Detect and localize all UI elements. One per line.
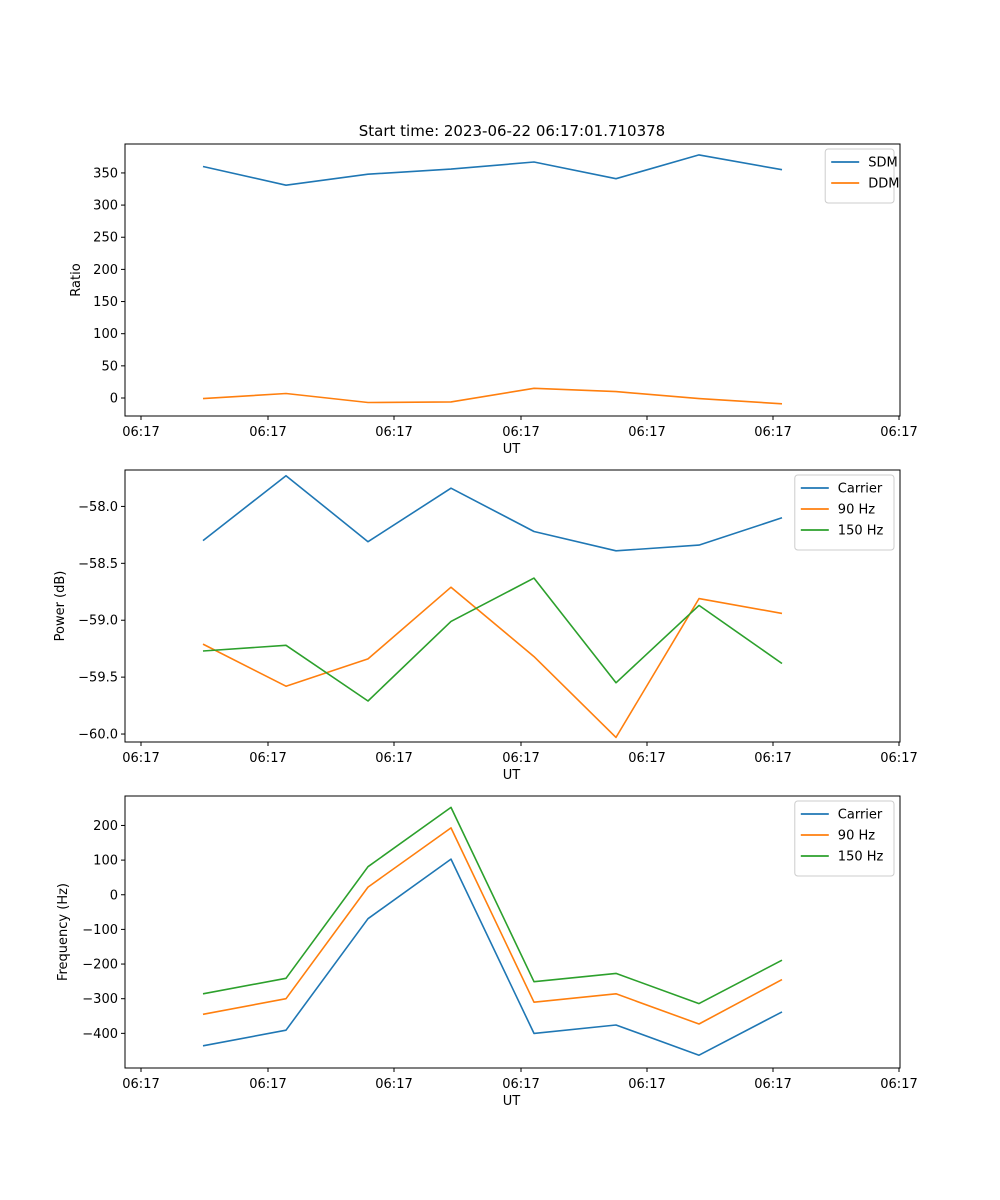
x-tick-label: 06:17 — [754, 751, 791, 766]
y-axis-label: Power (dB) — [53, 571, 68, 642]
series-line-sdm — [202, 154, 783, 186]
legend-label: 150 Hz — [838, 850, 884, 865]
y-tick-label: 0 — [110, 391, 118, 406]
legend: SDM DDM — [824, 148, 899, 204]
y-tick-label: −58.5 — [78, 557, 118, 572]
legend-label: 90 Hz — [838, 829, 875, 844]
series-line-90-hz — [202, 586, 783, 739]
x-tick-label: 06:17 — [880, 425, 917, 440]
x-tick-label: 06:17 — [754, 1077, 791, 1092]
x-tick-label: 06:17 — [880, 751, 917, 766]
series-line-150-hz — [202, 806, 783, 1005]
y-tick-label: 50 — [101, 359, 118, 374]
x-tick-label: 06:17 — [375, 1077, 412, 1092]
legend-label: 90 Hz — [838, 503, 875, 518]
subplot-2: −60.0 −59.5 −59.0 −58.5 −58.0 06:17 06:17 06:17… — [53, 469, 918, 783]
x-tick-label: 06:17 — [754, 425, 791, 440]
axes-frame — [124, 143, 901, 417]
y-tick-label: −300 — [82, 992, 118, 1007]
x-tick-label: 06:17 — [628, 1077, 665, 1092]
y-tick-label: −58.0 — [78, 500, 118, 515]
y-tick-label: 200 — [93, 819, 118, 834]
y-tick-label: −59.0 — [78, 614, 118, 629]
y-tick-label: −59.5 — [78, 671, 118, 686]
x-tick-label: 06:17 — [122, 751, 159, 766]
figure-title: Start time: 2023-06-22 06:17:01.710378 — [359, 122, 665, 140]
x-axis-label: UT — [503, 1094, 521, 1109]
subplot-3: −400 −300 −200 −100 0 100 200 06:17 06:17 06:17 06… — [56, 795, 918, 1109]
y-tick-label: 150 — [93, 295, 118, 310]
legend-label: DDM — [868, 177, 899, 192]
y-tick-label: 250 — [93, 231, 118, 246]
x-tick-label: 06:17 — [628, 425, 665, 440]
y-tick-label: 300 — [93, 199, 118, 214]
y-tick-label: 0 — [110, 888, 118, 903]
y-tick-label: 200 — [93, 263, 118, 278]
y-axis-label: Ratio — [69, 263, 84, 296]
x-tick-label: 06:17 — [502, 1077, 539, 1092]
y-tick-label: −400 — [82, 1027, 118, 1042]
y-tick-label: 100 — [93, 327, 118, 342]
subplot-1: 0 50 100 150 200 250 300 350 06:17 06:17 06:17 06:1… — [69, 143, 918, 457]
series-line-150-hz — [202, 577, 783, 702]
legend-label: 150 Hz — [838, 524, 884, 539]
legend: Carrier 90 Hz 150 Hz — [794, 474, 895, 551]
x-tick-label: 06:17 — [502, 425, 539, 440]
x-tick-label: 06:17 — [375, 425, 412, 440]
x-axis-label: UT — [503, 442, 521, 457]
legend: Carrier 90 Hz 150 Hz — [794, 800, 895, 877]
x-tick-label: 06:17 — [628, 751, 665, 766]
legend-label: SDM — [868, 156, 897, 171]
x-tick-label: 06:17 — [122, 425, 159, 440]
series-line-carrier — [202, 858, 783, 1056]
axes-frame — [124, 795, 901, 1069]
x-tick-label: 06:17 — [502, 751, 539, 766]
axes-frame — [124, 469, 901, 743]
legend-box — [794, 800, 895, 877]
x-tick-label: 06:17 — [249, 425, 286, 440]
series-line-ddm — [202, 387, 783, 405]
subplots: 0 50 100 150 200 250 300 350 06:17 06:17 06:17 06:1… — [53, 143, 918, 1109]
x-tick-label: 06:17 — [249, 1077, 286, 1092]
legend-label: Carrier — [838, 482, 883, 497]
y-tick-label: 100 — [93, 854, 118, 869]
y-tick-label: −100 — [82, 923, 118, 938]
series-line-carrier — [202, 474, 783, 552]
y-tick-label: −60.0 — [78, 728, 118, 743]
x-tick-label: 06:17 — [122, 1077, 159, 1092]
legend-box — [794, 474, 895, 551]
x-tick-label: 06:17 — [375, 751, 412, 766]
y-tick-label: −200 — [82, 958, 118, 973]
x-tick-label: 06:17 — [880, 1077, 917, 1092]
y-axis-label: Frequency (Hz) — [56, 883, 71, 981]
x-tick-label: 06:17 — [249, 751, 286, 766]
legend-label: Carrier — [838, 808, 883, 823]
series-line-90-hz — [202, 827, 783, 1025]
y-tick-label: 350 — [93, 166, 118, 181]
x-axis-label: UT — [503, 768, 521, 783]
